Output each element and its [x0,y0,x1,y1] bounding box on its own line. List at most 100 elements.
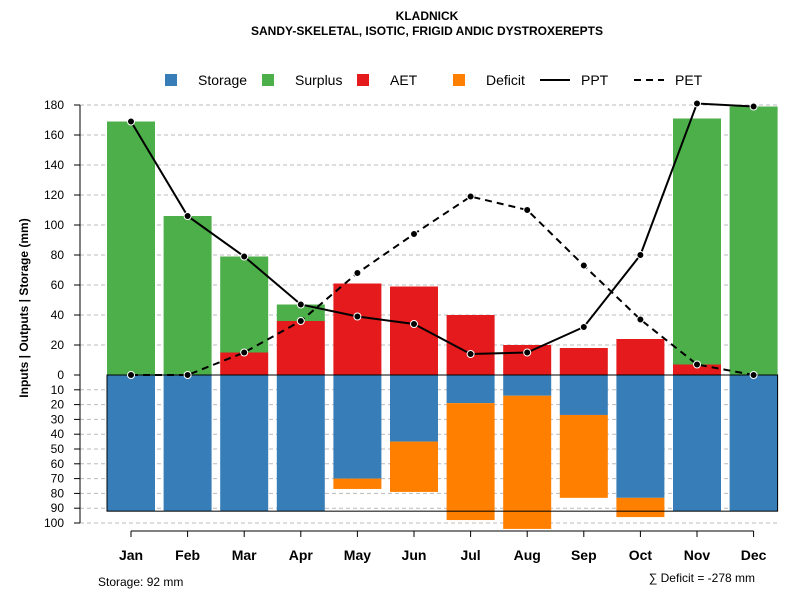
pet-point [749,371,758,379]
pet-point [466,192,475,201]
surplus-bar [107,121,155,375]
pet-point [523,206,532,214]
ppt-point [636,251,645,259]
y-tick-label: 100 [44,516,64,530]
surplus-legend-swatch [262,74,274,86]
aet-bar [276,321,325,375]
storage-legend-swatch [165,74,177,86]
pet-point [296,317,305,325]
storage-bar [163,375,212,512]
ppt-point [127,117,135,126]
legend-label: Deficit [486,72,525,88]
pet-point [579,261,588,270]
x-tick-label: May [344,547,371,563]
x-tick-label: Nov [684,547,711,563]
aet-bar [333,283,382,375]
y-tick-label: 180 [44,98,64,112]
deficit-bar [446,403,495,521]
aet-bar [616,339,665,375]
x-tick-label: Apr [289,547,314,563]
x-tick-label: Aug [514,547,541,563]
storage-bar [107,375,155,512]
surplus-bar [276,304,325,321]
axes-frame [106,374,779,512]
x-tick-label: Jun [402,547,427,563]
y-tick-label: 50 [51,442,65,456]
y-tick-label: 120 [44,188,64,202]
legend: Storage Surplus AET Deficit PPT PET [165,72,703,88]
aet-bar [559,348,608,375]
legend-label: Storage [198,72,247,88]
ppt-line [130,102,754,356]
aet-legend-swatch [357,74,369,86]
storage-bar [729,375,778,512]
aet-bar [390,286,438,375]
deficit-bar [559,414,608,498]
x-tick-label: Dec [741,547,767,563]
y-tick-label: 100 [44,218,64,232]
ppt-point [466,350,475,358]
pet-point [127,371,135,379]
x-tick-label: Sep [571,547,597,563]
y-tick-label: 60 [51,457,65,471]
surplus-bar [220,256,269,353]
aet-bar [220,352,269,375]
y-tick-label: 40 [51,427,65,441]
deficit-bar [616,497,665,518]
x-tick-label: Feb [175,547,200,563]
ppt-point [749,102,758,111]
y-tick-label: 10 [51,383,65,397]
y-tick-label: 20 [51,338,65,352]
pet-point [353,269,362,277]
legend-label: PPT [581,72,609,88]
deficit-bar [503,395,552,529]
pet-point [240,348,249,357]
y-tick-label: 70 [51,472,65,486]
y-tick-label: 140 [44,158,64,172]
storage-bar [559,375,608,415]
surplus-bar [673,118,721,365]
storage-capacity-box [106,374,779,512]
ppt-point [296,300,305,309]
storage-bar [390,375,438,442]
y-tick-label: 80 [51,486,65,500]
x-axis: Jan Feb Mar Apr May Jun Jul Aug Sep Oct Nov Dec [119,530,767,563]
deficit-bar [333,478,382,489]
bars-layer [107,106,778,529]
pet-point [636,315,645,324]
legend-label: Surplus [295,72,342,88]
legend-label: AET [390,72,418,88]
surplus-bar [729,106,778,375]
pet-point [183,371,192,379]
storage-bar [616,375,665,498]
y-tick-label: 30 [51,412,65,426]
ppt-point [523,348,532,357]
storage-bar [220,375,269,512]
deficit-legend-swatch [453,74,465,86]
ppt-point [240,252,249,261]
deficit-footnote: ∑ Deficit = -278 mm [649,571,755,585]
y-axis-label: Inputs | Outputs | Storage (mm) [17,218,31,397]
storage-bar [673,375,721,512]
pet-point [410,230,418,238]
storage-bar [333,375,382,479]
chart-title: KLADNICK [396,9,459,23]
pet-point [693,360,701,369]
chart-subtitle: SANDY-SKELETAL, ISOTIC, FRIGID ANDIC DYS… [251,24,603,38]
deficit-bar [390,441,438,492]
y-tick-label: 40 [51,308,65,322]
y-tick-label: 0 [57,368,64,382]
ppt-point [693,99,701,108]
y-tick-label: 160 [44,128,64,142]
x-tick-label: Oct [629,547,653,563]
storage-bar [276,375,325,512]
x-tick-label: Jan [119,547,143,563]
ppt-point [410,320,418,328]
storage-bar [446,375,495,404]
y-tick-label: 20 [51,398,65,412]
y-axis: 0204060801001201401601801020304050607080… [44,98,81,530]
aet-bar [673,364,721,375]
storage-bar [503,375,552,396]
ppt-point [183,212,192,220]
